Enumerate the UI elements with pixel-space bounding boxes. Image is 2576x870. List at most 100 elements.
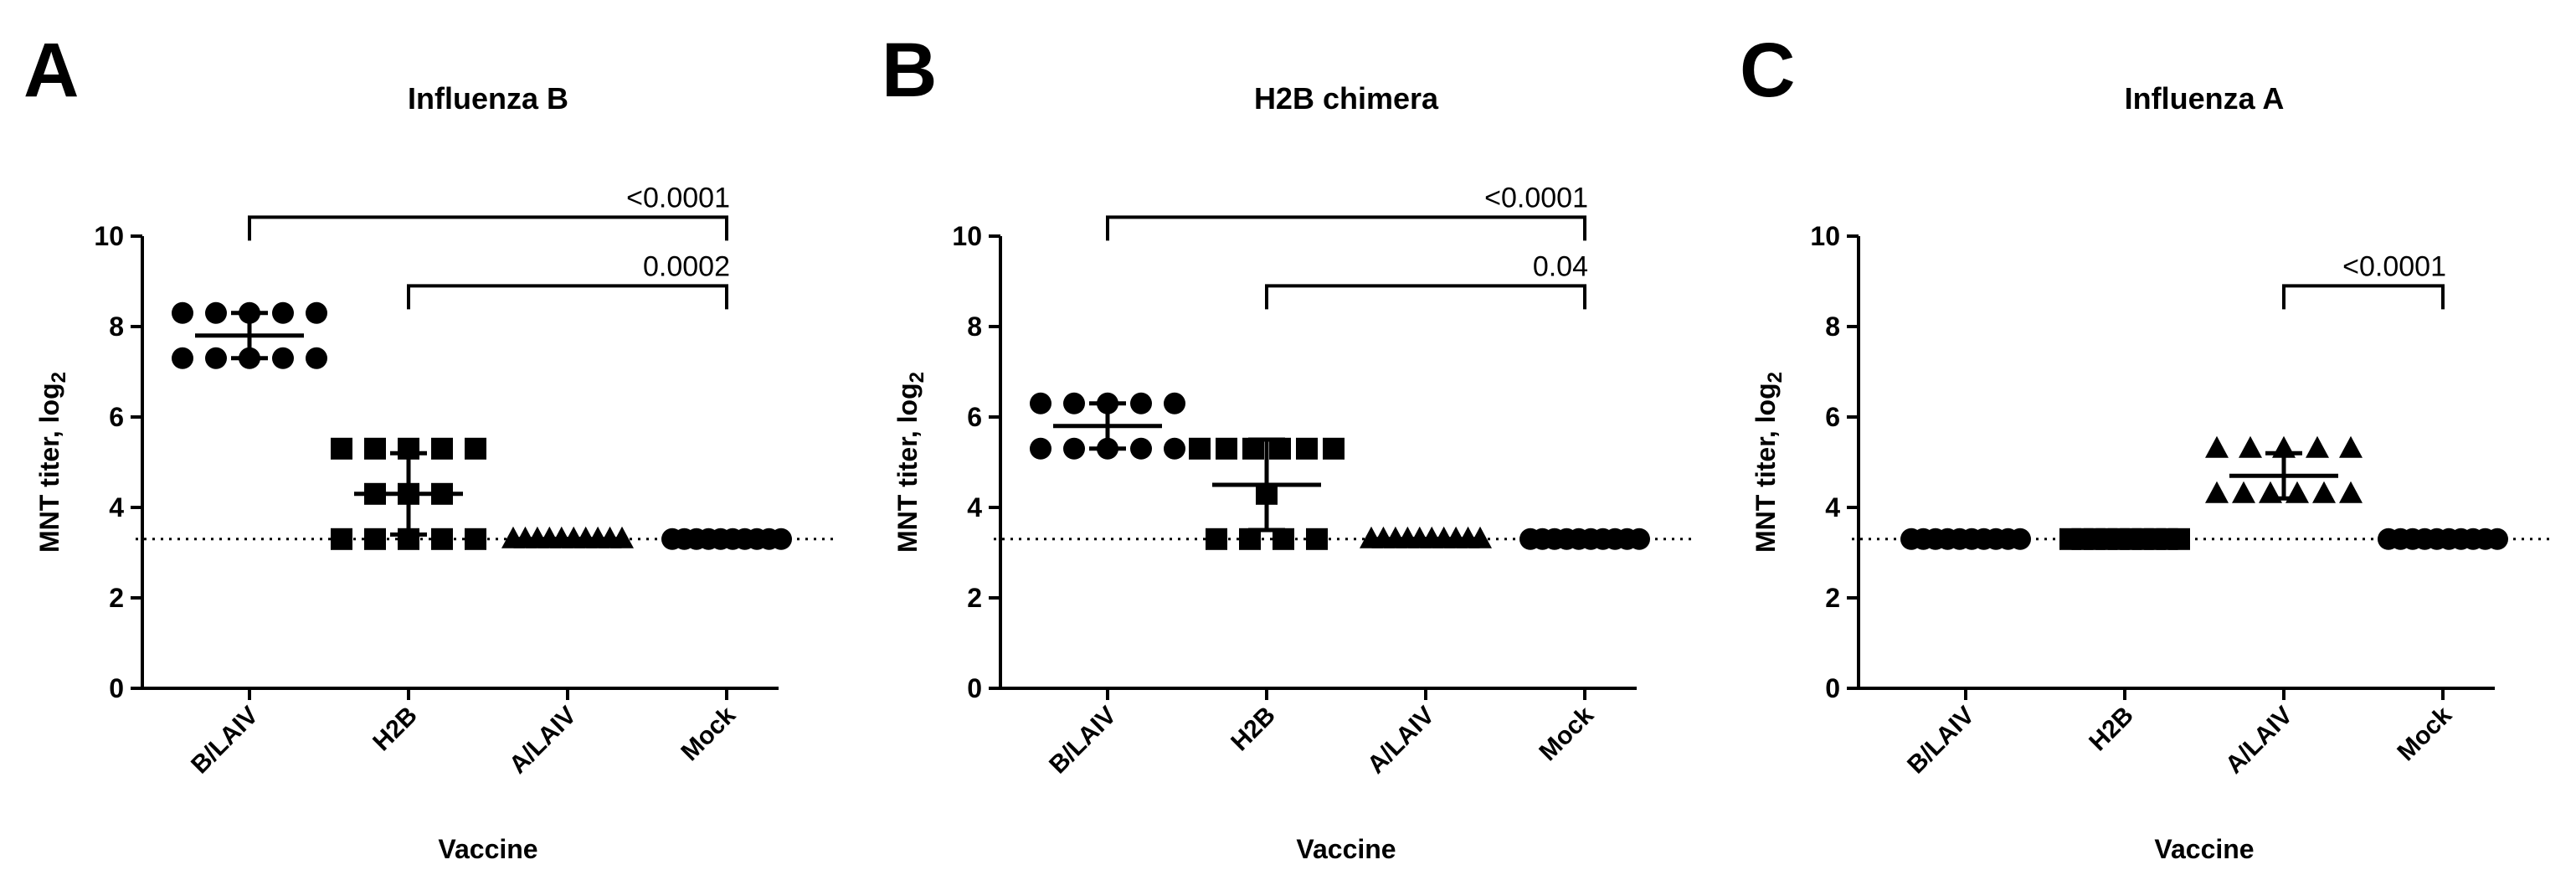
data-point: [1063, 437, 1085, 460]
data-point: [306, 347, 327, 369]
y-axis-label-subscript: 2: [906, 372, 928, 383]
y-tick-label: 4: [1825, 492, 1840, 523]
data-point: [331, 528, 352, 550]
data-point: [1216, 437, 1237, 460]
y-axis-label-subscript: 2: [1764, 372, 1787, 383]
panel-letter: A: [23, 28, 79, 113]
y-tick-label: 10: [1810, 221, 1840, 251]
data-point: [1030, 437, 1051, 460]
data-point: [2205, 435, 2229, 458]
x-tick-label: H2B: [1226, 702, 1281, 757]
data-point: [364, 437, 386, 460]
p-value-label: 0.04: [1533, 250, 1588, 282]
data-point: [1323, 437, 1345, 460]
panel-letter: C: [1740, 28, 1795, 113]
data-point: [465, 437, 486, 460]
p-value-label: <0.0001: [2342, 250, 2446, 282]
x-tick-label: B/LAIV: [1902, 702, 1980, 780]
data-point: [2232, 481, 2255, 503]
y-axis-label: MNT titer, log2: [892, 372, 928, 553]
data-point: [2312, 481, 2336, 503]
chart-title: H2B chimera: [1254, 81, 1439, 116]
data-point: [172, 347, 193, 369]
data-point: [1206, 528, 1227, 550]
data-point: [272, 347, 294, 369]
data-point: [1306, 528, 1328, 550]
chart-title: Influenza A: [2125, 81, 2285, 116]
x-axis-label: Vaccine: [438, 834, 537, 864]
data-point: [2306, 435, 2329, 458]
p-value-label: <0.0001: [626, 182, 730, 214]
y-tick-label: 8: [109, 311, 124, 342]
data-point: [2339, 481, 2363, 503]
significance-bracket: [407, 284, 728, 310]
significance-bracket: [248, 215, 728, 241]
data-point: [1164, 392, 1185, 414]
data-point: [1296, 437, 1318, 460]
y-tick-label: 6: [109, 402, 124, 432]
y-axis-label-text: MNT titer, log: [1751, 383, 1781, 553]
data-point: [364, 528, 386, 550]
y-tick-label: 10: [94, 221, 124, 251]
data-point: [1130, 437, 1152, 460]
y-tick-label: 0: [967, 673, 982, 703]
data-point: [205, 347, 227, 369]
x-tick-label: A/LAIV: [504, 702, 582, 780]
panel-letter: B: [882, 28, 937, 113]
y-tick-label: 2: [109, 583, 124, 613]
data-point: [331, 437, 352, 460]
y-tick-label: 2: [967, 583, 982, 613]
y-tick-label: 0: [1825, 673, 1840, 703]
p-value-label: <0.0001: [1484, 182, 1588, 214]
data-point: [272, 301, 294, 324]
y-axis-label-text: MNT titer, log: [34, 383, 64, 553]
x-tick-label: Mock: [676, 701, 741, 766]
error-bar: [1089, 401, 1126, 451]
x-tick-label: Mock: [1534, 701, 1599, 766]
y-tick-label: 4: [109, 492, 124, 523]
data-point: [306, 301, 327, 324]
y-axis-label: MNT titer, log2: [34, 372, 70, 553]
x-tick-label: B/LAIV: [1044, 702, 1122, 780]
y-tick-label: 2: [1825, 583, 1840, 613]
data-point: [1189, 437, 1211, 460]
y-tick-label: 0: [109, 673, 124, 703]
error-bar: [390, 450, 427, 537]
data-point: [2239, 435, 2262, 458]
x-tick-label: H2B: [2084, 702, 2139, 757]
data-point: [172, 301, 193, 324]
x-tick-label: Mock: [2392, 701, 2457, 766]
y-tick-label: 10: [952, 221, 982, 251]
data-point: [1030, 392, 1051, 414]
data-point: [431, 437, 453, 460]
error-bar: [2265, 450, 2302, 501]
y-axis-label-subscript: 2: [48, 372, 70, 383]
error-bar: [1248, 437, 1285, 533]
x-axis-label: Vaccine: [2154, 834, 2254, 864]
data-point: [205, 301, 227, 324]
x-tick-label: A/LAIV: [1362, 702, 1440, 780]
y-tick-label: 6: [1825, 402, 1840, 432]
data-point: [1130, 392, 1152, 414]
data-point: [431, 528, 453, 550]
x-tick-label: B/LAIV: [186, 702, 264, 780]
chart-title: Influenza B: [408, 81, 568, 116]
data-point: [465, 528, 486, 550]
significance-bracket: [1265, 284, 1586, 310]
significance-bracket: [2282, 284, 2445, 310]
y-axis-label-text: MNT titer, log: [892, 383, 923, 553]
error-bar: [231, 311, 268, 361]
p-value-label: 0.0002: [643, 250, 730, 282]
y-tick-label: 8: [967, 311, 982, 342]
y-tick-label: 8: [1825, 311, 1840, 342]
x-tick-label: A/LAIV: [2220, 702, 2298, 780]
data-point: [2205, 481, 2229, 503]
data-point: [1063, 392, 1085, 414]
y-tick-label: 6: [967, 402, 982, 432]
y-axis-label: MNT titer, log2: [1751, 372, 1787, 553]
